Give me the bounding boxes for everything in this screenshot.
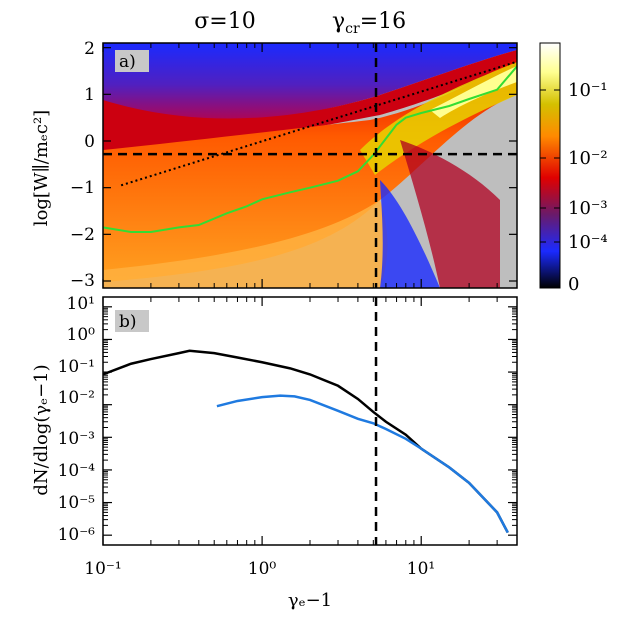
x-tick-label: 10⁰ (248, 559, 277, 579)
y-tick-label: 10⁻⁵ (58, 493, 96, 513)
panel-b-y-tick-labels: 10¹ 10⁰ 10⁻¹ 10⁻² 10⁻³ 10⁻⁴ 10⁻⁵ 10⁻⁶ (58, 294, 96, 545)
panel-b-label-text: b) (119, 312, 137, 332)
dotted-reference-line (120, 60, 518, 187)
heatmap-region-blue (103, 43, 517, 127)
heatmap-region-red (103, 50, 517, 160)
panel-b-frame (102, 296, 518, 546)
green-mean-line (102, 65, 518, 233)
y-tick-label: 10⁻¹ (58, 357, 95, 377)
panel-b-ylabel: dN/dlog(γₑ−1) (31, 364, 52, 495)
y-tick-label: 2 (84, 39, 95, 59)
y-tick-label: −2 (70, 225, 95, 245)
x-tick-label: 10¹ (407, 559, 435, 579)
y-tick-label: 10¹ (67, 294, 95, 314)
heatmap-region-tail-blue (380, 180, 440, 288)
colorbar (539, 42, 561, 289)
sigma-label: σ=10 (194, 9, 255, 34)
x-tick-label: 10⁻¹ (84, 559, 121, 579)
panel-b-label: b) (115, 310, 149, 332)
colorbar-tick-label: 0 (568, 274, 579, 295)
y-tick-label: 10⁻³ (58, 429, 95, 449)
y-tick-label: 10⁻² (58, 388, 95, 408)
panel-a-label: a) (115, 50, 149, 72)
heatmap-overlays (102, 43, 518, 288)
panel-a-label-bg (115, 50, 149, 72)
panel-a-label-text: a) (119, 52, 136, 72)
panel-a-ylabel: log[W∥/mₑc²] (31, 110, 52, 226)
panel-b-series (102, 297, 509, 545)
panel-a-y-tick-labels: 2 1 0 −1 −2 −3 (70, 39, 95, 291)
colorbar-tick-label: 10⁻² (568, 148, 608, 169)
panel-a-ticks (102, 43, 518, 288)
y-tick-label: −3 (70, 271, 95, 291)
y-tick-label: 0 (84, 132, 95, 152)
colorbar-tick-label: 10⁻³ (568, 198, 608, 219)
colorbar-tick-label: 10⁻¹ (568, 80, 608, 101)
y-tick-label: 10⁰ (67, 325, 96, 345)
y-tick-label: 10⁻⁶ (58, 525, 96, 545)
y-tick-label: 10⁻⁴ (58, 461, 96, 481)
panel-b-label-bg (115, 310, 149, 332)
y-tick-label: 1 (84, 85, 95, 105)
panel-b-xlabel: γₑ−1 (288, 590, 332, 611)
heatmap-region-tail-red (400, 140, 500, 288)
heatmap-region-light-orange (103, 170, 388, 288)
colorbar-ticks (540, 89, 560, 243)
panel-b-x-tick-labels: 10⁻¹ 10⁰ 10¹ (84, 559, 435, 579)
heatmap-panel (103, 43, 517, 288)
panel-b-ticks (102, 296, 518, 545)
y-tick-label: −1 (70, 178, 95, 198)
series-line-blue (216, 394, 509, 534)
colorbar-tick-label: 10⁻⁴ (568, 232, 608, 253)
gamma-cr-label: γcr=16 (332, 9, 406, 37)
